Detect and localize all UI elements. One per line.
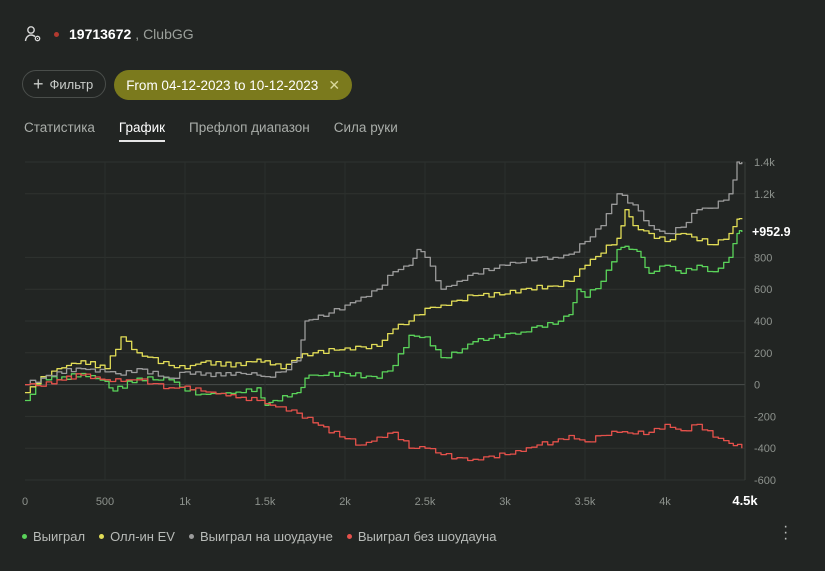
x-tick-label: 3.5k (575, 496, 596, 508)
tab-bar: Статистика График Префлоп диапазон Сила … (24, 120, 398, 142)
x-tick-label: 4.5k (732, 493, 758, 508)
series-line-1 (25, 209, 743, 394)
y-tick-label: -200 (754, 411, 776, 423)
x-tick-label: 2.5k (415, 496, 436, 508)
x-tick-label: 500 (96, 496, 114, 508)
legend-label: Выиграл без шоудауна (357, 529, 497, 544)
tab-graph[interactable]: График (118, 120, 166, 142)
series-line-0 (25, 229, 743, 406)
legend-item-won[interactable]: Выиграл (22, 529, 85, 544)
legend-swatch (99, 534, 105, 539)
tab-hand-strength[interactable]: Сила руки (333, 120, 398, 135)
x-tick-label: 0 (22, 496, 28, 508)
winnings-chart: 1.4k 1.2k 800 600 400 200 0 -200 -400 -600 0 500 1k 1… (22, 157, 791, 508)
y-tick-label: 1.4k (754, 157, 775, 169)
status-dot (54, 31, 59, 37)
legend-item-allin-ev[interactable]: Олл-ин EV (99, 529, 175, 544)
legend-label: Олл-ин EV (110, 529, 175, 544)
x-tick-label: 2k (339, 496, 351, 508)
series-line-2 (25, 161, 743, 386)
tab-preflop-range[interactable]: Префлоп диапазон (189, 120, 310, 135)
y-tick-label: 600 (754, 284, 772, 296)
legend-label: Выиграл на шоудауне (199, 529, 333, 544)
plus-icon: + (33, 74, 44, 94)
legend-item-showdown[interactable]: Выиграл на шоудауне (188, 529, 333, 544)
legend-label: Выиграл (33, 529, 86, 544)
x-tick-label: 1.5k (255, 496, 276, 508)
chart-legend: Выиграл Олл-ин EV Выиграл на шоудауне Вы… (22, 529, 496, 544)
y-tick-label: 200 (754, 348, 772, 360)
legend-item-non-showdown[interactable]: Выиграл без шоудауна (346, 529, 497, 544)
close-icon[interactable]: ✕ (328, 76, 341, 93)
add-filter-label: Фильтр (49, 76, 94, 92)
series-line-3 (25, 373, 743, 462)
legend-swatch (346, 534, 352, 539)
date-range-chip[interactable]: From 04-12-2023 to 10-12-2023 ✕ (114, 70, 353, 100)
x-tick-label: 3k (499, 496, 511, 508)
more-options-icon[interactable]: · · · (783, 518, 789, 547)
y-tick-label: 1.2k (754, 189, 775, 201)
y-tick-label: 400 (754, 316, 772, 328)
legend-swatch (22, 534, 27, 539)
y-tick-label: -600 (754, 475, 776, 487)
date-range-label: From 04-12-2023 to 10-12-2023 (126, 77, 319, 93)
player-header: 19713672 , ClubGG (24, 22, 194, 46)
y-tick-label: 800 (754, 252, 772, 264)
end-value-label: +952.9 (752, 225, 791, 239)
y-tick-label: -400 (754, 443, 776, 455)
y-tick-label: 0 (754, 380, 760, 392)
legend-swatch (188, 534, 194, 539)
add-filter-button[interactable]: + Фильтр (22, 70, 107, 98)
filter-bar: + Фильтр From 04-12-2023 to 10-12-2023 ✕ (22, 70, 353, 100)
club-name: , ClubGG (135, 26, 194, 42)
user-settings-icon[interactable] (24, 25, 42, 43)
x-tick-label: 1k (179, 496, 191, 508)
player-id: 19713672 (69, 26, 132, 42)
x-tick-label: 4k (659, 496, 671, 508)
tab-statistics[interactable]: Статистика (24, 120, 95, 135)
